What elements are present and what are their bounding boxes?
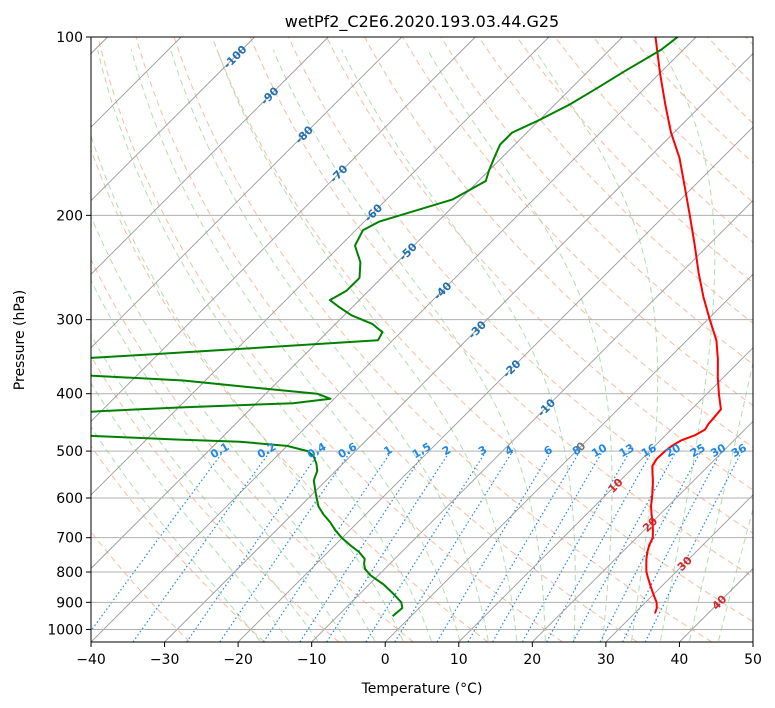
isotherm-line: [91, 37, 697, 642]
x-axis-label: Temperature (°C): [361, 681, 483, 697]
x-tick-label: 20: [523, 652, 541, 668]
y-tick-label: 700: [56, 531, 83, 547]
x-tick-label: 30: [597, 652, 615, 668]
moist-adiabat-line: [91, 382, 290, 642]
series-layer: [91, 37, 722, 617]
y-tick-label: 200: [56, 208, 83, 224]
moist-adiabat-line: [534, 49, 659, 641]
isotherm-line: [91, 37, 255, 202]
dewpoint-profile-line: [91, 37, 679, 617]
mixing-ratio-line: [467, 450, 581, 642]
isotherm-line: [384, 273, 753, 642]
dry-adiabat-line: [91, 258, 414, 642]
moist-adiabat-line: [689, 360, 753, 641]
isotherm-line: [91, 37, 403, 349]
isotherm-line: [311, 200, 753, 642]
mixing-ratio-line: [572, 450, 677, 642]
y-axis: 100 200 300 400 500 600 700 800 900 1000: [47, 30, 91, 638]
dry-adiabat-line: [249, 37, 753, 578]
mixing-ratio-line: [436, 450, 553, 642]
y-tick-label: 900: [56, 595, 83, 611]
moist-adiabat-line: [272, 49, 546, 641]
dry-adiabat-line: [478, 37, 753, 324]
x-axis: −40 −30 −20 −10 0 10 20 30 40 50: [76, 642, 762, 668]
dry-adiabat-line: [211, 37, 753, 623]
mixing-ratio-line: [394, 450, 514, 642]
y-tick-label: 400: [56, 387, 83, 403]
mixing-ratio-line: [219, 450, 352, 642]
x-tick-label: −20: [223, 652, 253, 668]
isotherm-line: [91, 37, 476, 422]
dry-adiabat-line: [97, 37, 563, 642]
dry-adiabat-line: [173, 37, 713, 642]
isotherm-line: [237, 126, 753, 642]
chart-title: wetPf2_C2E6.2020.193.03.44.G25: [285, 12, 559, 32]
y-tick-label: 800: [56, 565, 83, 581]
x-tick-label: −10: [297, 652, 327, 668]
y-tick-label: 300: [56, 313, 83, 329]
moist-adiabat-line: [426, 49, 613, 641]
moist-adiabat-line: [130, 49, 461, 641]
x-tick-label: 10: [450, 652, 468, 668]
dry-adiabat-line: [326, 37, 753, 491]
y-tick-label: 1000: [47, 622, 83, 638]
x-tick-label: 0: [381, 652, 390, 668]
mixing-ratio-line: [492, 450, 604, 642]
y-tick-label: 100: [56, 30, 83, 46]
x-tick-label: 50: [744, 652, 762, 668]
dry-adiabat-line: [592, 37, 753, 204]
dry-adiabat-line: [135, 37, 638, 642]
mixing-ratio-line: [91, 450, 224, 632]
moist-adiabat-line: [91, 134, 404, 642]
dry-adiabat-line: [630, 37, 753, 164]
dry-adiabat-line: [287, 37, 753, 534]
mixing-ratio-line: [521, 450, 631, 642]
isotherm-line: [164, 52, 753, 642]
moist-adiabat-line: [91, 279, 347, 642]
isotherm-line: [458, 347, 753, 642]
y-tick-label: 600: [56, 491, 83, 507]
x-tick-label: −40: [76, 652, 106, 668]
x-tick-label: 40: [670, 652, 688, 668]
y-tick-label: 500: [56, 444, 83, 460]
temperature-profile-line: [645, 37, 722, 614]
moist-adiabat-line: [660, 49, 716, 641]
x-tick-label: −30: [150, 652, 180, 668]
moist-adiabat-line: [718, 507, 753, 641]
background-lines: [91, 37, 753, 642]
mixing-ratio-line: [186, 450, 321, 642]
isotherm-line: [91, 37, 550, 496]
isotherm-line: [91, 37, 623, 570]
moist-adiabat-line: [91, 333, 319, 642]
dry-adiabat-line: [402, 37, 753, 407]
isotherm-line: [532, 420, 753, 642]
gridlines: [91, 37, 753, 642]
plot-area: [91, 37, 753, 642]
moist-adiabat-line: [170, 49, 489, 641]
moist-adiabat-line: [216, 49, 518, 641]
moist-adiabat-line: [91, 426, 261, 642]
isotherm-line: [91, 37, 329, 275]
isotherm-line: [605, 494, 753, 642]
y-axis-label: Pressure (hPa): [12, 290, 28, 390]
mixing-ratio-line: [365, 450, 487, 642]
moist-adiabat-line: [97, 49, 432, 641]
axes-frame: [90, 36, 754, 643]
mixing-ratio-line: [326, 450, 451, 642]
dry-adiabat-line: [91, 445, 265, 642]
mixing-ratio-line: [132, 450, 271, 642]
